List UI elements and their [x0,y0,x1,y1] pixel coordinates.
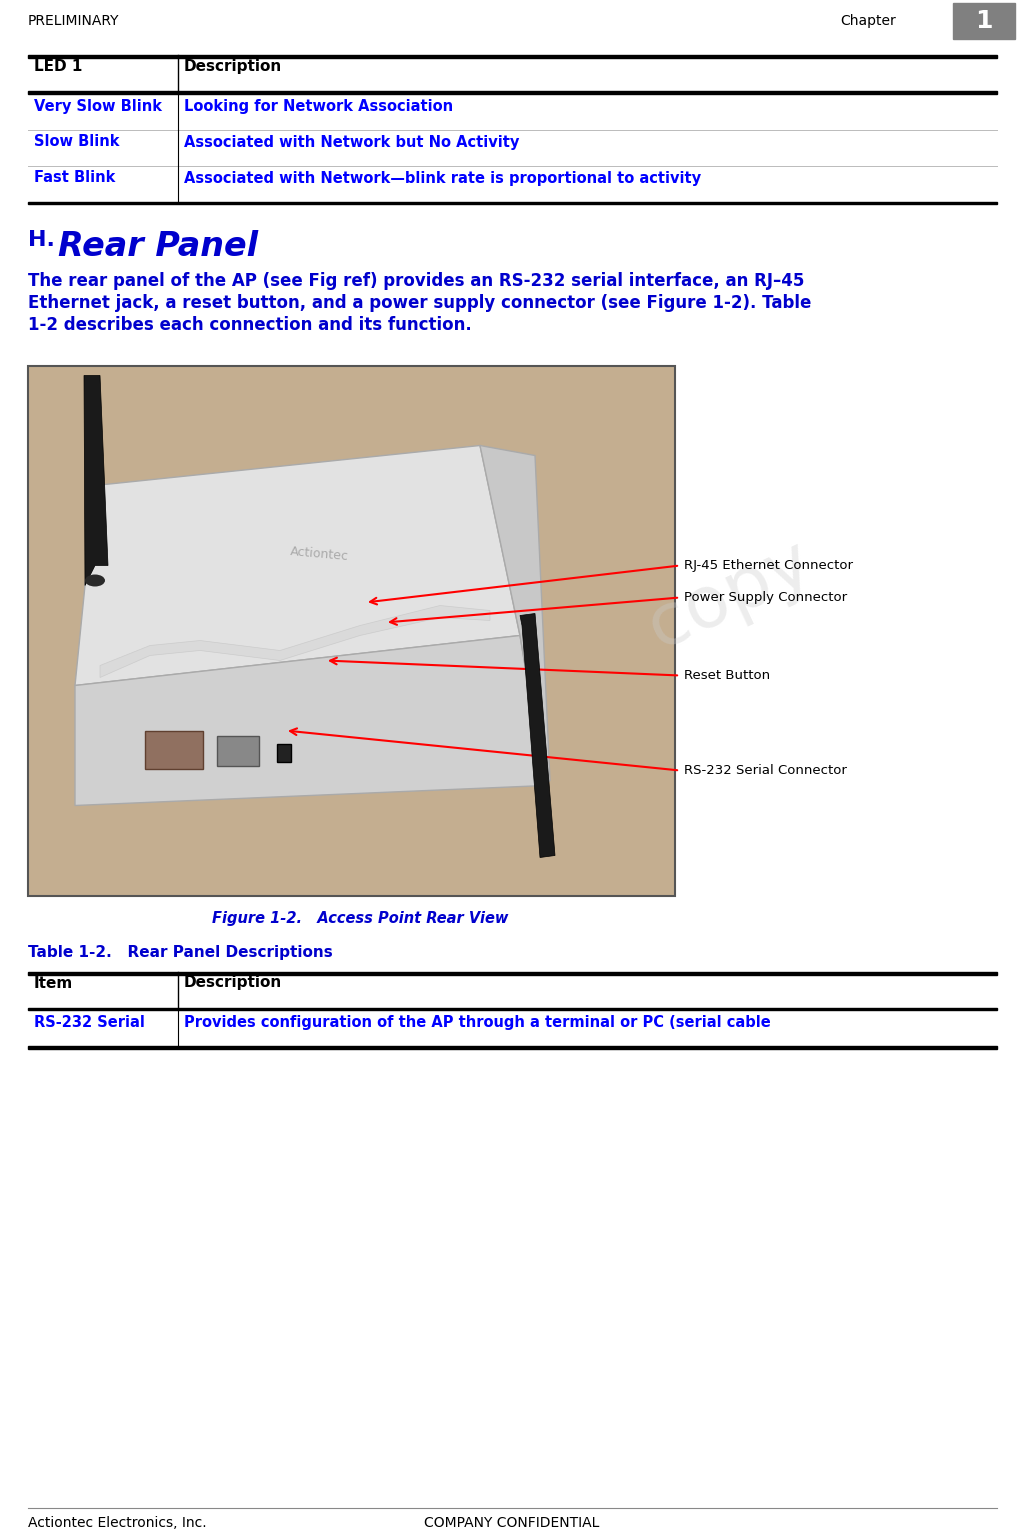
Bar [145,730,203,769]
Text: RS-232 Serial Connector: RS-232 Serial Connector [684,764,847,778]
Text: Looking for Network Association: Looking for Network Association [184,98,453,114]
Ellipse shape [85,575,105,586]
Text: 1-2 describes each connection and its function.: 1-2 describes each connection and its fu… [28,316,472,333]
Text: copy: copy [638,528,823,663]
Text: The rear panel of the AP (see Fig ref) provides an RS-232 serial interface, an R: The rear panel of the AP (see Fig ref) p… [28,272,805,290]
Text: RS-232 Serial: RS-232 Serial [34,1016,145,1029]
Text: H.: H. [28,230,55,250]
Text: RJ-45 Ethernet Connector: RJ-45 Ethernet Connector [684,558,853,572]
Bar [28,365,675,896]
Polygon shape [480,445,550,785]
Text: Associated with Network but No Activity: Associated with Network but No Activity [184,135,520,149]
Polygon shape [75,445,520,686]
Text: Chapter: Chapter [840,14,896,28]
Text: 1: 1 [975,9,993,34]
Text: Actiontec: Actiontec [290,546,350,563]
Bar [28,55,997,58]
Polygon shape [75,635,545,805]
Text: Associated with Network—blink rate is proportional to activity: Associated with Network—blink rate is pr… [184,170,701,186]
Polygon shape [84,376,108,586]
Text: LED 1: LED 1 [34,58,82,74]
Text: Figure 1-2.   Access Point Rear View: Figure 1-2. Access Point Rear View [212,911,508,927]
Text: COMPANY CONFIDENTIAL: COMPANY CONFIDENTIAL [424,1516,600,1529]
Bar [28,1008,997,1009]
Text: Rear Panel: Rear Panel [58,230,258,262]
Text: Fast Blink: Fast Blink [34,170,116,186]
Text: Very Slow Blink: Very Slow Blink [34,98,162,114]
Bar [28,91,997,94]
Text: Item: Item [34,976,73,991]
Polygon shape [100,606,490,678]
Bar [28,971,997,974]
Text: Provides configuration of the AP through a terminal or PC (serial cable: Provides configuration of the AP through… [184,1016,771,1029]
Text: Description: Description [184,58,282,74]
Polygon shape [520,614,555,858]
Text: Reset Button: Reset Button [684,669,770,683]
Text: PRELIMINARY: PRELIMINARY [28,14,120,28]
Text: Table 1-2.   Rear Panel Descriptions: Table 1-2. Rear Panel Descriptions [28,945,333,960]
Bar [28,1046,997,1049]
Text: Description: Description [184,976,282,991]
Bar [953,3,1015,38]
Bar [217,735,259,765]
Bar [28,201,997,204]
Text: Slow Blink: Slow Blink [34,135,120,149]
Text: Power Supply Connector: Power Supply Connector [684,591,847,604]
Text: Actiontec Electronics, Inc.: Actiontec Electronics, Inc. [28,1516,207,1529]
Text: Ethernet jack, a reset button, and a power supply connector (see Figure 1-2). Ta: Ethernet jack, a reset button, and a pow… [28,293,812,311]
Bar [277,744,291,761]
